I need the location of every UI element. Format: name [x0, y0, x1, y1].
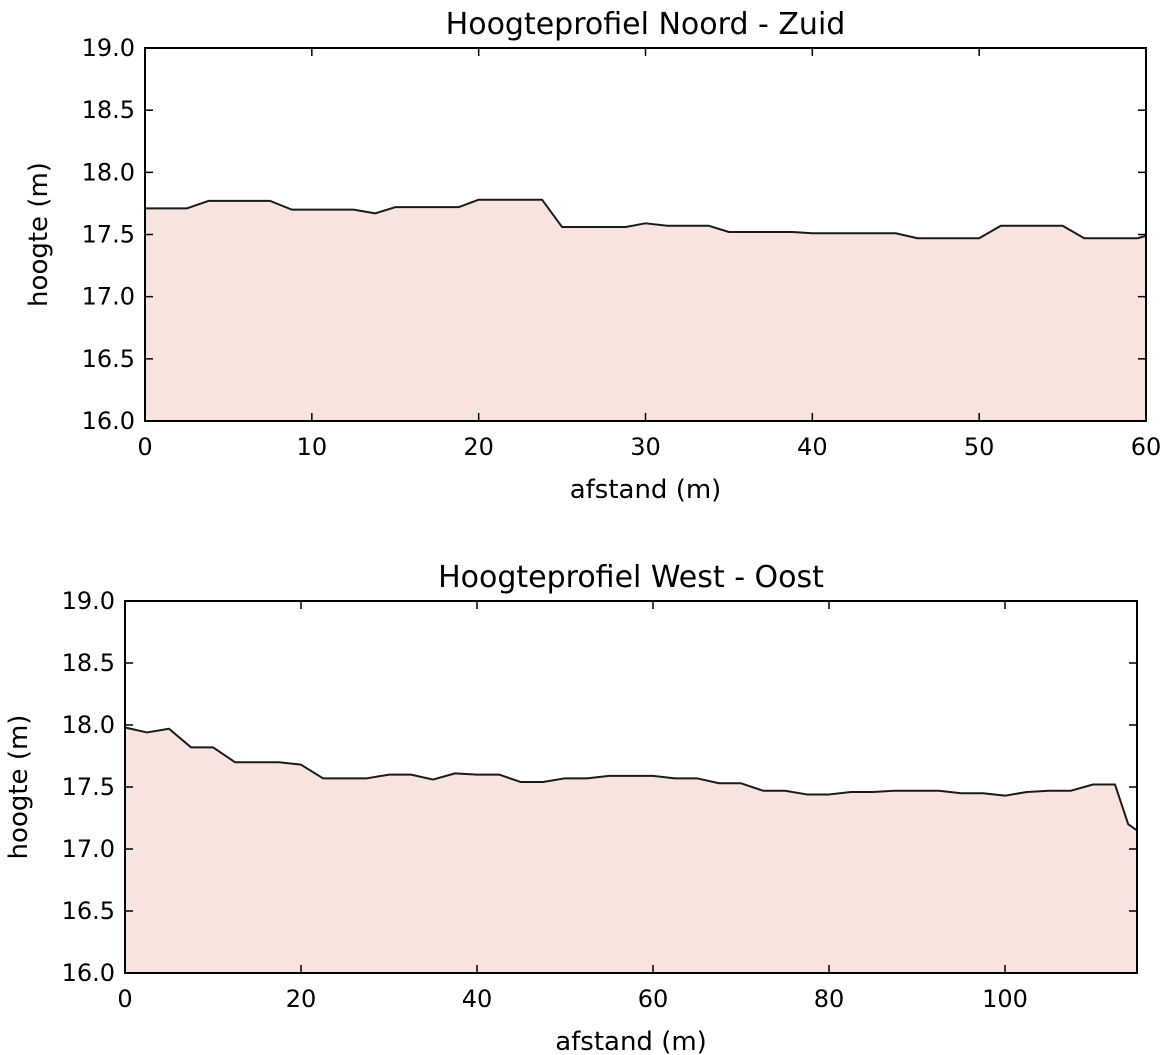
x-tick-label: 20: [463, 433, 494, 461]
x-tick-label: 40: [462, 985, 493, 1013]
y-tick-label: 18.0: [82, 158, 135, 186]
x-tick-label: 60: [1131, 433, 1162, 461]
x-tick-label: 30: [630, 433, 661, 461]
y-tick-label: 19.0: [62, 587, 115, 615]
y-tick-label: 18.0: [62, 711, 115, 739]
y-tick-label: 16.0: [82, 407, 135, 435]
x-tick-label: 10: [297, 433, 328, 461]
y-axis-label: hoogte (m): [4, 715, 34, 860]
x-tick-label: 50: [964, 433, 995, 461]
x-tick-label: 80: [814, 985, 845, 1013]
chart-panel-1: 16.0 16.5 17.0 17.5 18.0 18.5 19.0 0 10 20 30 40 50 6…: [24, 7, 1161, 505]
elevation-line: [124, 726, 1138, 832]
x-tick-label: 100: [982, 985, 1028, 1013]
y-tick-label: 16.0: [62, 959, 115, 987]
y-tick-label: 16.5: [62, 897, 115, 925]
x-tick-label: 0: [117, 985, 132, 1013]
y-tick-label: 17.0: [62, 835, 115, 863]
y-axis-label: hoogte (m): [24, 162, 54, 307]
y-tick-label: 17.5: [82, 221, 135, 249]
y-tick-label: 17.0: [82, 283, 135, 311]
x-tick-label: 20: [286, 985, 317, 1013]
y-tick-label: 16.5: [82, 345, 135, 373]
y-tick-label: 18.5: [62, 649, 115, 677]
x-axis-label: afstand (m): [555, 1027, 707, 1055]
x-tick-label: 60: [638, 985, 669, 1013]
elevation-line: [145, 198, 1147, 240]
chart-panel-2: 16.0 16.5 17.0 17.5 18.0 18.5 19.0 0 20 40 60 80 100…: [4, 560, 1138, 1055]
y-tick-label: 17.5: [62, 773, 115, 801]
y-tick-label: 18.5: [82, 96, 135, 124]
chart-title: Hoogteprofiel West - Oost: [438, 560, 824, 595]
x-tick-label: 40: [797, 433, 828, 461]
x-tick-label: 0: [137, 433, 152, 461]
elevation-area: [145, 199, 1146, 421]
x-axis-label: afstand (m): [570, 475, 722, 505]
y-tick-label: 19.0: [82, 34, 135, 62]
elevation-area: [125, 727, 1137, 973]
chart-title: Hoogteprofiel Noord - Zuid: [446, 7, 846, 42]
